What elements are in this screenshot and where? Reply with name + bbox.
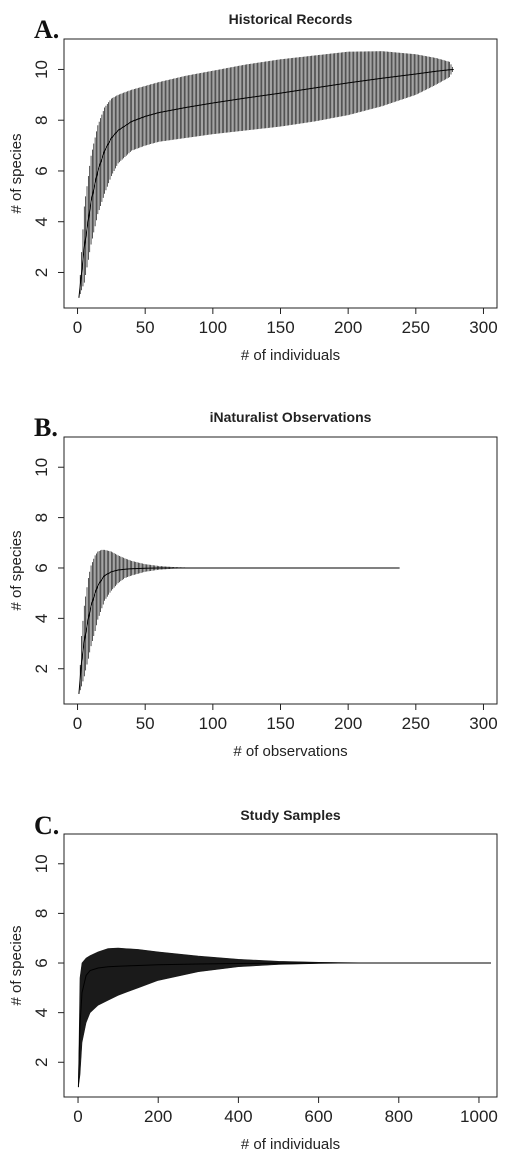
x-tick-label: 300 xyxy=(469,714,497,733)
x-tick-label: 50 xyxy=(136,714,155,733)
y-tick-label: 6 xyxy=(32,958,51,967)
confidence-band xyxy=(78,947,491,1088)
panel-letter: B. xyxy=(34,413,58,442)
panel-3: C. Study Samples 2 4 6 8 10 0 200 400 600 800 1000 # … xyxy=(8,807,498,1152)
x-tick-label: 250 xyxy=(402,318,430,337)
y-tick-label: 6 xyxy=(32,563,51,572)
x-tick-label: 200 xyxy=(334,714,362,733)
x-tick-label: 0 xyxy=(73,1107,82,1126)
y-tick-label: 2 xyxy=(32,664,51,673)
x-tick-label: 200 xyxy=(144,1107,172,1126)
y-tick-label: 2 xyxy=(32,1058,51,1067)
y-tick-label: 2 xyxy=(32,268,51,277)
x-tick-label: 1000 xyxy=(460,1107,498,1126)
confidence-band xyxy=(79,51,453,295)
panel-letter: A. xyxy=(34,15,59,44)
x-tick-label: 400 xyxy=(224,1107,252,1126)
x-tick-label: 150 xyxy=(266,318,294,337)
y-tick-label: 10 xyxy=(32,854,51,873)
x-tick-label: 0 xyxy=(73,318,82,337)
x-axis-label: # of individuals xyxy=(241,1136,340,1152)
y-tick-label: 4 xyxy=(32,217,51,226)
y-axis-label: # of species xyxy=(8,133,25,213)
x-axis-label: # of observations xyxy=(233,743,347,760)
panel-letter: C. xyxy=(34,811,59,840)
mean-curve xyxy=(78,69,454,298)
y-tick-label: 8 xyxy=(32,115,51,124)
y-tick-label: 6 xyxy=(32,166,51,175)
x-tick-label: 600 xyxy=(304,1107,332,1126)
x-tick-label: 0 xyxy=(73,714,82,733)
x-tick-label: 250 xyxy=(402,714,430,733)
chart-title: Historical Records xyxy=(229,11,353,27)
x-tick-label: 200 xyxy=(334,318,362,337)
x-tick-label: 300 xyxy=(469,318,497,337)
confidence-band xyxy=(79,549,212,691)
y-tick-label: 4 xyxy=(32,614,51,623)
y-tick-label: 10 xyxy=(32,458,51,477)
y-axis-label: # of species xyxy=(8,530,25,610)
plot-frame xyxy=(63,833,498,1098)
mean-curve xyxy=(78,567,400,694)
x-tick-label: 800 xyxy=(385,1107,413,1126)
y-axis-label: # of species xyxy=(8,925,25,1005)
y-tick-label: 8 xyxy=(32,513,51,522)
x-tick-label: 50 xyxy=(136,318,155,337)
x-tick-label: 150 xyxy=(266,714,294,733)
y-tick-label: 8 xyxy=(32,909,51,918)
x-axis-label: # of individuals xyxy=(241,347,340,364)
x-tick-label: 100 xyxy=(199,318,227,337)
y-tick-label: 4 xyxy=(32,1008,51,1017)
y-tick-label: 10 xyxy=(32,60,51,79)
chart-title: iNaturalist Observations xyxy=(210,409,372,425)
mean-curve xyxy=(77,962,491,1088)
x-tick-label: 100 xyxy=(199,714,227,733)
chart-title: Study Samples xyxy=(240,807,341,823)
